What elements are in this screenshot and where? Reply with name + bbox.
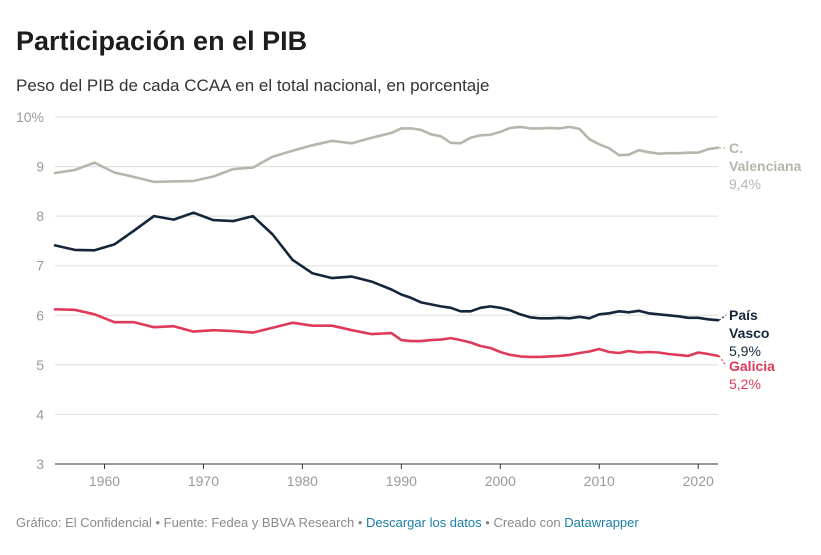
x-tick-label: 2010 [584, 473, 615, 489]
gridlines [55, 116, 718, 465]
y-tick-label: 7 [36, 258, 44, 274]
y-tick-label: 8 [36, 208, 44, 224]
series-value-label-galicia: 5,2% [729, 376, 761, 392]
chart-subtitle: Peso del PIB de cada CCAA en el total na… [16, 76, 490, 95]
download-data-link[interactable]: Descargar los datos [366, 515, 482, 530]
chart-title: Participación en el PIB [16, 26, 308, 56]
series-label-vasco: País [729, 307, 758, 323]
x-tick-label: 2000 [485, 473, 516, 489]
y-tick-label: 4 [36, 406, 44, 422]
series-value-label-vasco: 5,9% [729, 343, 761, 359]
x-tick-label: 1960 [89, 473, 120, 489]
series-line-vasco [53, 211, 720, 322]
x-tick-label: 1980 [287, 473, 318, 489]
series-value-label-valenciana: 9,4% [729, 176, 761, 192]
series-label-vasco: Vasco [729, 325, 769, 341]
series-labels: C. Valenciana 9,4% País Vasco 5,9%Galicia 5,2% [718, 140, 802, 392]
datawrapper-link[interactable]: Datawrapper [564, 515, 639, 530]
series-label-galicia: Galicia [729, 358, 775, 374]
y-tick-label: 5 [36, 357, 44, 373]
series-line-valenciana [53, 125, 720, 184]
series-label-valenciana: C. [729, 140, 743, 156]
footer-separator: • [155, 515, 161, 530]
y-tick-label: 3 [36, 456, 44, 472]
x-tick-label: 1970 [188, 473, 219, 489]
y-tick-label: 10% [16, 109, 44, 125]
x-tick-label: 1990 [386, 473, 417, 489]
y-tick-label: 6 [36, 307, 44, 323]
y-tick-label: 9 [36, 159, 44, 175]
series-label-valenciana: Valenciana [729, 158, 802, 174]
footer-separator: • [357, 515, 363, 530]
x-tick-label: 2020 [683, 473, 714, 489]
footer-separator: • [485, 515, 490, 530]
y-axis: 10% 9 8 7 6 5 4 3 [16, 109, 44, 472]
footer: Gráfico: El Confidencial • Fuente: Fedea… [16, 515, 639, 530]
label-connector [718, 314, 727, 321]
footer-source: Fuente: Fedea y BBVA Research [163, 515, 355, 530]
x-axis: 1960 1970 1980 1990 2000 2010 2020 [89, 464, 714, 489]
footer-created: Creado con [493, 515, 561, 530]
series-line-galicia [53, 308, 720, 359]
footer-credit: Gráfico: El Confidencial [16, 515, 152, 530]
label-connector [718, 355, 727, 367]
series-lines [53, 125, 720, 359]
